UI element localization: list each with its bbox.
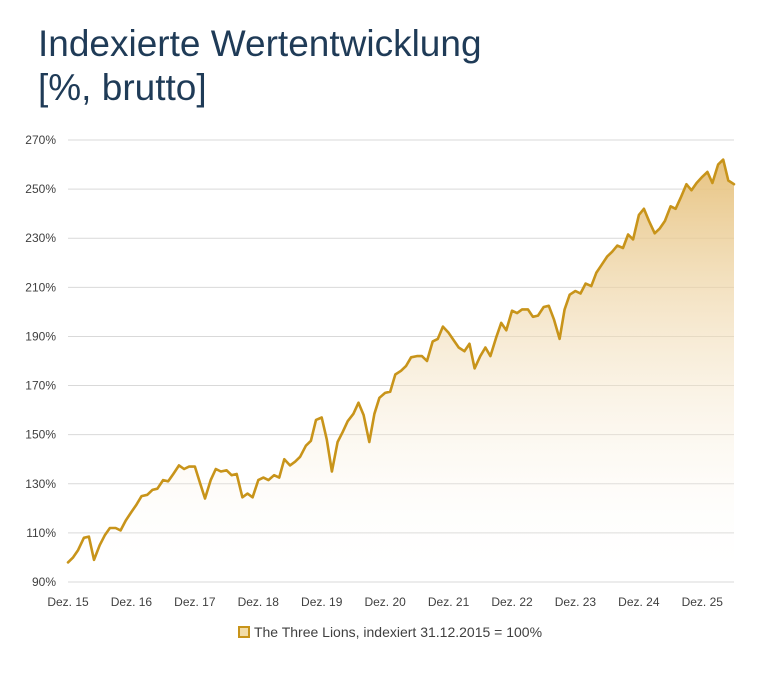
page-title: Indexierte Wertentwicklung [%, brutto] — [38, 22, 482, 110]
x-tick-label: Dez. 15 — [47, 595, 89, 609]
x-tick-label: Dez. 20 — [364, 595, 406, 609]
legend: The Three Lions, indexiert 31.12.2015 = … — [0, 624, 780, 640]
y-tick-label: 90% — [32, 575, 56, 589]
x-tick-label: Dez. 25 — [682, 595, 724, 609]
x-axis: Dez. 15 Dez. 16 Dez. 17 Dez. 18 Dez. 19 Dez. … — [47, 595, 723, 609]
x-tick-label: Dez. 19 — [301, 595, 343, 609]
y-tick-label: 150% — [25, 428, 56, 442]
x-tick-label: Dez. 23 — [555, 595, 597, 609]
x-tick-label: Dez. 18 — [238, 595, 280, 609]
series-line — [66, 158, 736, 564]
y-tick-label: 210% — [25, 280, 56, 294]
x-tick-label: Dez. 17 — [174, 595, 216, 609]
y-tick-label: 190% — [25, 329, 56, 343]
y-tick-label: 230% — [25, 231, 56, 245]
y-tick-label: 250% — [25, 182, 56, 196]
title-line-2: [%, brutto] — [38, 67, 207, 108]
x-tick-label: Dez. 16 — [111, 595, 153, 609]
legend-label: The Three Lions, indexiert 31.12.2015 = … — [253, 624, 543, 640]
y-tick-label: 170% — [25, 379, 56, 393]
y-tick-label: 110% — [26, 526, 56, 540]
title-line-1: Indexierte Wertentwicklung — [38, 23, 482, 64]
legend-swatch — [237, 626, 250, 638]
x-tick-label: Dez. 24 — [618, 595, 660, 609]
y-tick-label: 130% — [25, 477, 56, 491]
y-axis: 90% 110% 130% 150% 170% 190% 210% 230% 250% 270% — [25, 133, 56, 589]
y-tick-label: 270% — [25, 133, 56, 147]
x-tick-label: Dez. 22 — [491, 595, 533, 609]
x-tick-label: Dez. 21 — [428, 595, 470, 609]
